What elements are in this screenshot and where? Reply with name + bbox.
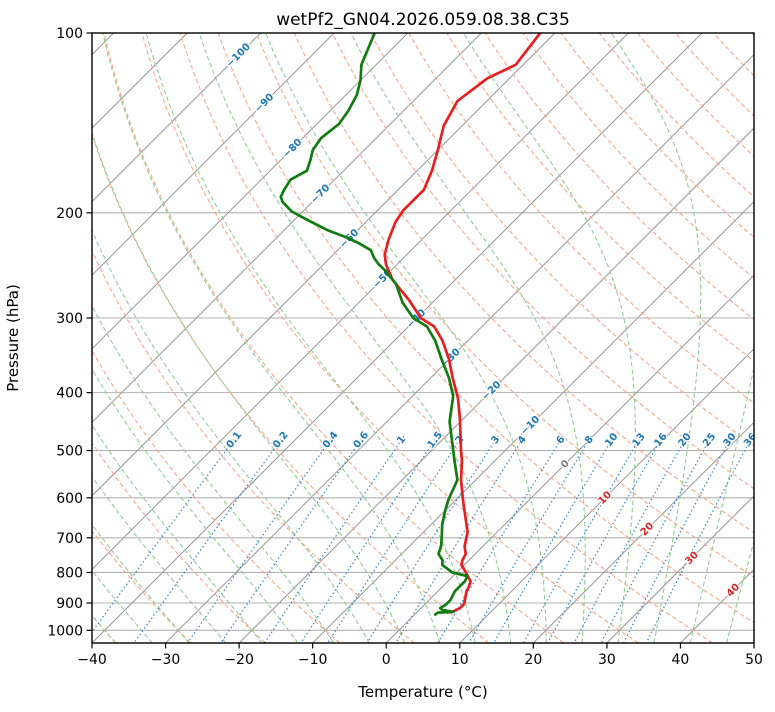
y-tick-label: 600 — [56, 491, 83, 507]
x-tick-label: −10 — [298, 652, 328, 668]
y-tick-label: 200 — [56, 206, 83, 222]
y-tick-label: 800 — [56, 565, 83, 581]
y-tick-label: 100 — [56, 26, 83, 42]
x-axis-label: Temperature (°C) — [357, 683, 487, 701]
x-tick-label: 10 — [451, 652, 469, 668]
x-tick-label: 40 — [672, 652, 690, 668]
y-tick-label: 300 — [56, 311, 83, 327]
y-axis-label: Pressure (hPa) — [4, 284, 22, 392]
chart-title: wetPf2_GN04.2026.059.08.38.C35 — [276, 10, 570, 30]
x-tick-label: 50 — [745, 652, 763, 668]
y-tick-label: 700 — [56, 531, 83, 547]
y-tick-label: 500 — [56, 444, 83, 460]
x-tick-label: 0 — [382, 652, 391, 668]
x-tick-label: −40 — [77, 652, 107, 668]
x-tick-label: −30 — [151, 652, 181, 668]
y-tick-label: 900 — [56, 596, 83, 612]
y-tick-label: 400 — [56, 386, 83, 402]
y-tick-label: 1000 — [47, 623, 83, 639]
x-tick-label: −20 — [224, 652, 254, 668]
x-tick-label: 30 — [598, 652, 616, 668]
x-tick-label: 20 — [524, 652, 542, 668]
